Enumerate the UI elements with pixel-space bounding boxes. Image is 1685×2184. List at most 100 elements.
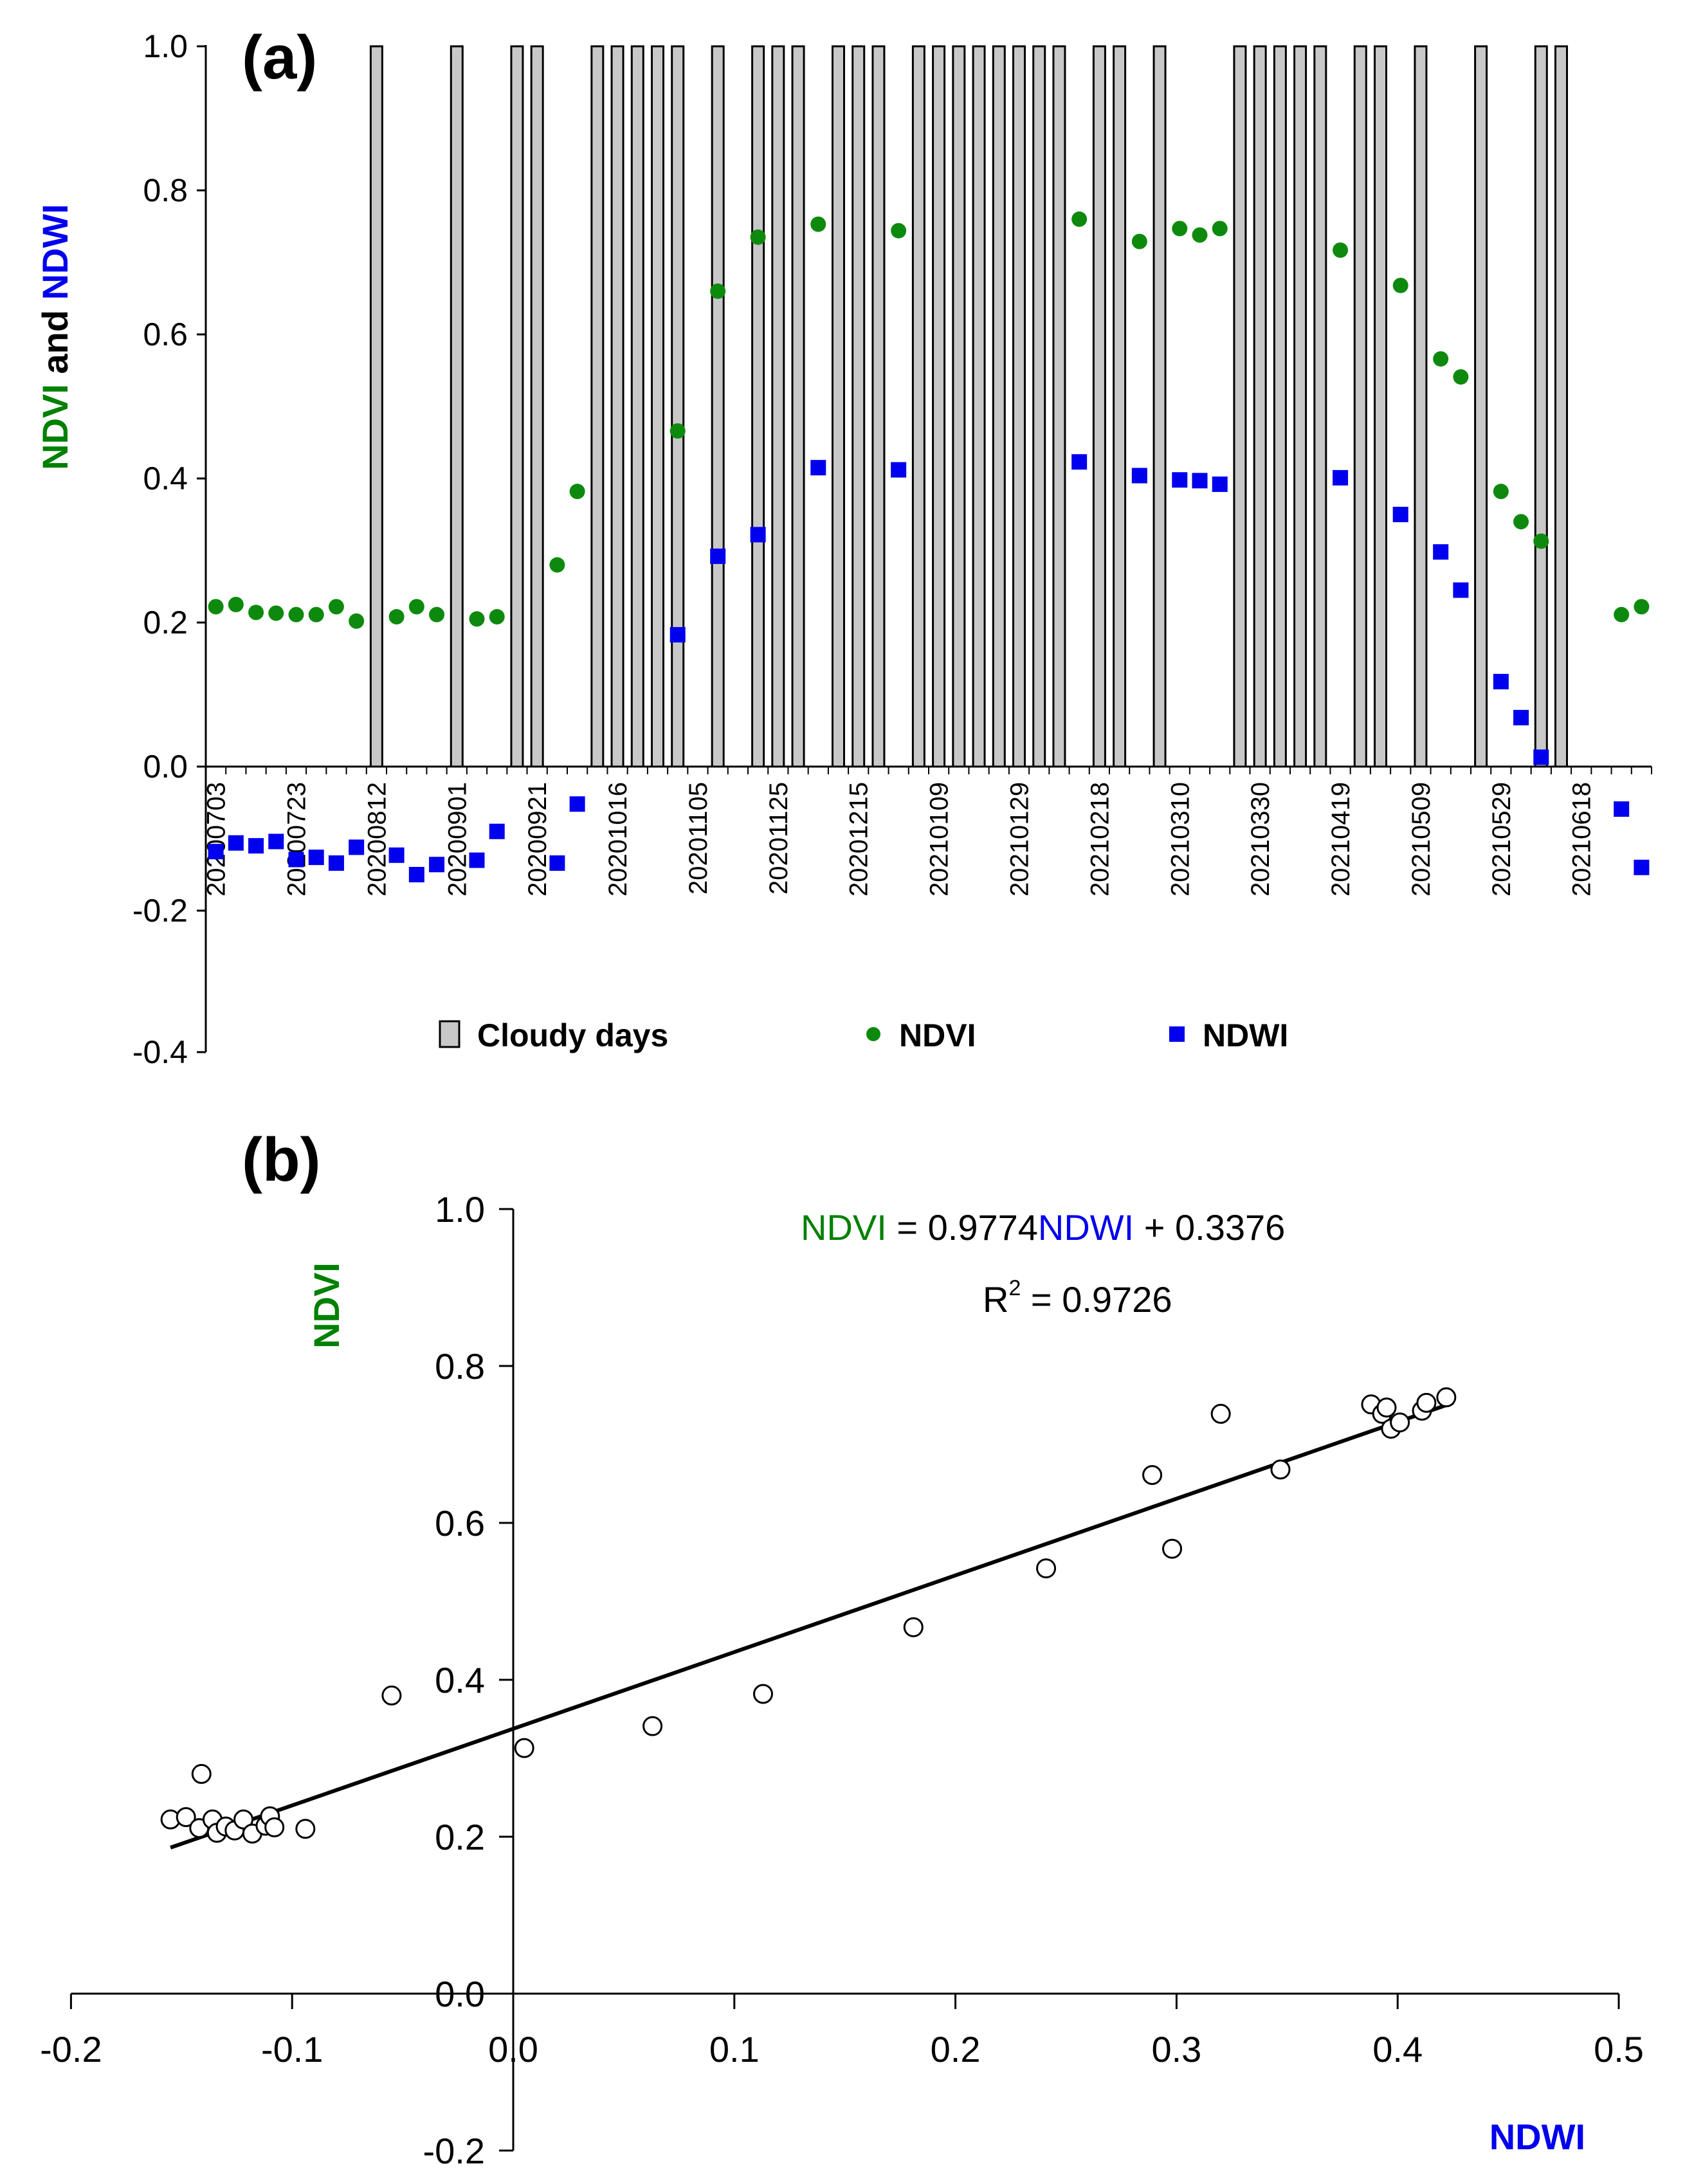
cloudy-bar: [1374, 45, 1387, 768]
y-tick-label: -0.2: [423, 2131, 486, 2171]
eq-ndvi: NDVI: [801, 1207, 887, 1248]
y-tick-label: 0.8: [143, 172, 188, 208]
regression-line: [170, 1401, 1454, 1850]
x-tick-label: 0.2: [931, 2029, 981, 2070]
x-date-label: 20201215: [845, 782, 873, 896]
cloudy-bar: [1152, 45, 1167, 768]
cloudy-bar: [1353, 45, 1367, 768]
y-tick-label: 0.4: [143, 460, 188, 496]
ndwi-point: [228, 835, 244, 851]
ndwi-point: [669, 627, 686, 643]
cloudy-bar: [751, 45, 765, 768]
cloudy-bar: [369, 45, 383, 768]
ndvi-point: [349, 613, 365, 629]
panel-b-x-tick-labels: -0.2 -0.1 0.0 0.1 0.2 0.3 0.4 0.5: [40, 2029, 1644, 2070]
ndvi-point: [1172, 221, 1188, 237]
ndwi-point: [1433, 544, 1449, 560]
cloudy-bar: [972, 45, 986, 768]
ndvi-point: [1071, 211, 1088, 227]
x-date-label: 20210218: [1086, 782, 1114, 896]
ndvi-point: [1212, 221, 1228, 237]
cloudy-bar: [1012, 45, 1026, 768]
panel-a-y-tick-labels: -0.4 -0.2 0.0 0.2 0.4 0.6 0.8 1.0: [132, 28, 188, 1070]
scatter-point: [1210, 1403, 1231, 1424]
panel-a-letter: (a): [242, 23, 317, 92]
ndvi-point: [1513, 514, 1529, 530]
x-date-label: 20201016: [604, 782, 632, 896]
panel-b-y-axis-title: NDVI: [306, 1262, 347, 1349]
y-title-ndvi: NDVI: [35, 384, 75, 470]
panel-b-y-tick-labels: -0.2 0.0 0.2 0.4 0.6 0.8 1.0: [423, 1189, 486, 2171]
panel-b-letter: (b): [242, 1125, 321, 1194]
panel-b-x-axis-title: NDWI: [1489, 2116, 1585, 2157]
scatter-point: [191, 1763, 212, 1784]
scatter-point: [295, 1819, 316, 1839]
ndwi-point: [308, 850, 324, 866]
ndwi-series: [208, 454, 1650, 882]
regression-equation: NDVI = 0.9774NDWI + 0.3376: [801, 1207, 1285, 1248]
ndvi-point: [1614, 606, 1630, 623]
ndvi-point: [1634, 599, 1650, 615]
x-date-label: 20201105: [684, 782, 713, 895]
cloudy-bar: [671, 45, 685, 768]
legend-cloudy-swatch: [439, 1020, 460, 1048]
panel-b-axes: [69, 1208, 1620, 2152]
x-tick-label: 0.0: [488, 2029, 538, 2070]
ndvi-point: [489, 609, 505, 625]
ndwi-point: [1614, 801, 1630, 817]
ndvi-point: [328, 599, 344, 615]
cloudy-bar: [1313, 45, 1327, 768]
ndwi-point: [1513, 709, 1529, 725]
cloudy-bar: [911, 45, 925, 768]
ndwi-point: [1333, 469, 1349, 486]
cloudy-bar: [771, 45, 785, 768]
ndwi-point: [710, 548, 726, 564]
cloudy-bar: [791, 45, 805, 768]
ndwi-point: [288, 851, 304, 868]
ndvi-point: [1131, 233, 1147, 250]
y-tick-label: 0.2: [143, 605, 188, 641]
y-tick-label: 0.8: [435, 1346, 485, 1387]
cloudy-bar: [630, 45, 644, 768]
x-date-label: 20210129: [1006, 782, 1034, 896]
scatter-point: [903, 1617, 924, 1637]
scatter-point: [514, 1738, 534, 1758]
fit-line: [170, 1401, 1454, 1850]
y-tick-label: 0.0: [435, 1974, 485, 2014]
eq-slope: = 0.9774: [887, 1207, 1038, 1248]
x-date-label: 20210618: [1568, 782, 1596, 896]
cloudy-bar: [1092, 45, 1106, 768]
ndwi-point: [328, 855, 344, 871]
ndvi-point: [549, 557, 565, 573]
ndvi-point: [1333, 242, 1349, 258]
cloudy-bar: [1052, 45, 1066, 768]
cloudy-bar: [510, 45, 524, 768]
scatter-point: [1162, 1538, 1183, 1559]
legend-ndvi-label: NDVI: [899, 1017, 976, 1053]
x-date-label: 20200812: [363, 782, 391, 896]
r-squared: R2 = 0.9726: [983, 1276, 1172, 1320]
cloudy-bar: [1414, 45, 1428, 768]
cloudy-bar: [1113, 45, 1127, 768]
ndwi-point: [1634, 859, 1650, 875]
scatter-point: [1390, 1412, 1410, 1433]
ndvi-point: [1493, 484, 1509, 500]
x-date-label: 20200921: [524, 782, 552, 896]
scatter-point: [1036, 1558, 1057, 1579]
x-date-label: 20210109: [925, 782, 954, 896]
x-tick-label: 0.4: [1372, 2029, 1423, 2070]
ndwi-point: [810, 460, 826, 476]
ndwi-point: [1131, 468, 1147, 484]
cloudy-bar: [1534, 45, 1548, 768]
ndvi-point: [891, 223, 907, 239]
ndvi-point: [208, 599, 224, 615]
ndwi-point: [891, 462, 907, 478]
ndwi-point: [1392, 507, 1408, 522]
x-date-label: 20210330: [1246, 782, 1275, 896]
panel-b-regression: -0.2 -0.1 0.0 0.1 0.2 0.3 0.4 0.5 -0.2 0.0 0.2 0.4…: [40, 1125, 1644, 2171]
scatter-point: [176, 1807, 196, 1827]
r2-r: R: [983, 1279, 1008, 1320]
x-date-label: 20200901: [443, 782, 471, 896]
ndwi-point: [248, 838, 264, 854]
